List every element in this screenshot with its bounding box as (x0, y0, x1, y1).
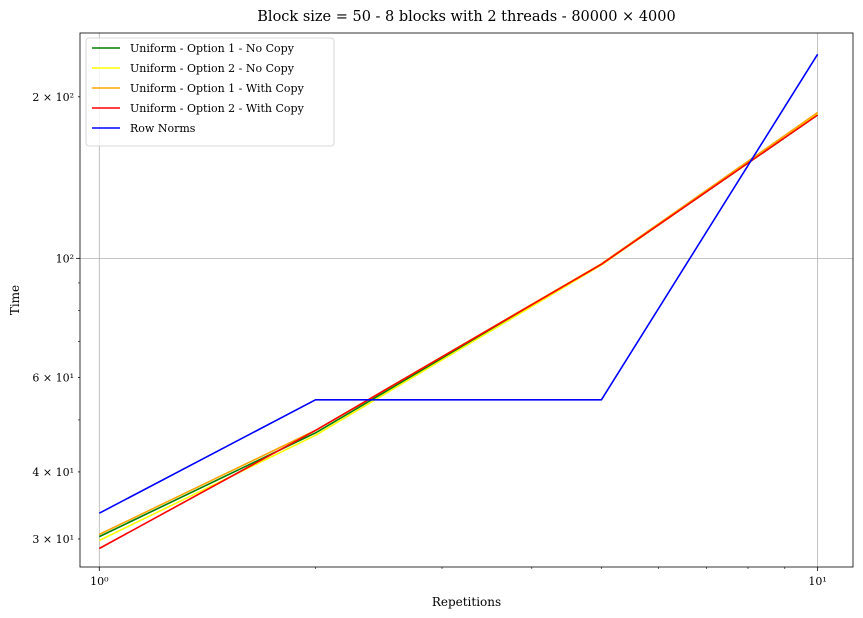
y-tick-label: 6 × 10¹ (32, 371, 74, 384)
axis-ticks: 10⁰ 10¹ 3 × 10¹ 4 × 10¹ 6 × 10¹ 10² 2 × 10² (32, 91, 826, 588)
series-lines (98, 53, 819, 550)
chart-title: Block size = 50 - 8 blocks with 2 thread… (257, 9, 675, 25)
x-tick-label: 10⁰ (90, 575, 109, 588)
y-tick-label: 4 × 10¹ (32, 466, 74, 479)
y-tick-label: 3 × 10¹ (32, 533, 74, 546)
legend-box (85, 37, 335, 147)
plot-frame (79, 32, 854, 568)
y-tick-label: 10² (56, 252, 74, 265)
y-axis-label: Time (8, 285, 22, 315)
legend: Uniform - Option 1 - No Copy Uniform - Op… (85, 37, 335, 147)
legend-label: Row Norms (130, 122, 196, 135)
legend-label: Uniform - Option 1 - No Copy (130, 42, 295, 55)
x-axis-label: Repetitions (432, 595, 501, 609)
legend-label: Uniform - Option 1 - With Copy (130, 82, 305, 95)
legend-label: Uniform - Option 2 - With Copy (130, 102, 305, 115)
y-tick-label: 2 × 10² (32, 91, 74, 104)
series-line-4 (98, 114, 819, 550)
series-line-5 (98, 53, 819, 514)
legend-label: Uniform - Option 2 - No Copy (130, 62, 295, 75)
x-tick-label: 10¹ (808, 575, 826, 588)
